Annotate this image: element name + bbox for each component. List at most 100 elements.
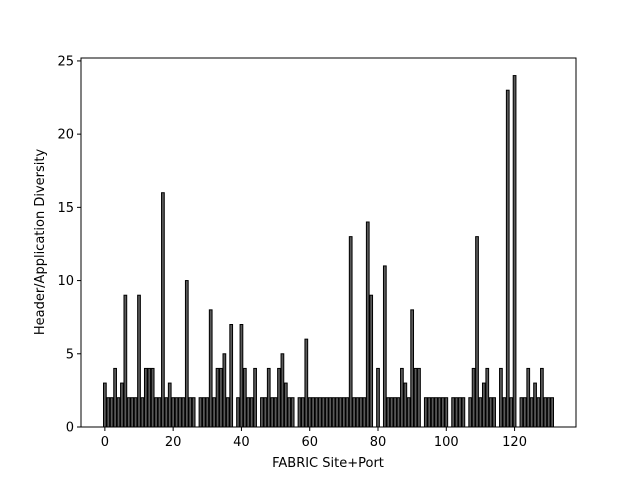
bar bbox=[171, 397, 176, 428]
bar bbox=[550, 397, 555, 428]
bar bbox=[512, 75, 517, 428]
y-tick-label: 5 bbox=[66, 347, 74, 362]
bar bbox=[174, 397, 179, 428]
bar bbox=[280, 353, 285, 428]
bar bbox=[338, 397, 343, 428]
bar bbox=[304, 338, 309, 428]
bar bbox=[219, 367, 223, 428]
bar bbox=[178, 397, 182, 428]
bar bbox=[301, 397, 305, 428]
bar bbox=[318, 397, 322, 428]
bar bbox=[352, 397, 356, 428]
bar bbox=[307, 397, 312, 428]
bar bbox=[362, 397, 367, 428]
bar bbox=[184, 280, 189, 428]
bar bbox=[522, 397, 527, 428]
bar bbox=[143, 367, 148, 428]
bar bbox=[321, 397, 326, 428]
bar bbox=[208, 309, 213, 428]
bar bbox=[393, 397, 397, 428]
bar bbox=[382, 265, 387, 428]
bar bbox=[536, 397, 541, 428]
y-tick-label: 0 bbox=[66, 421, 74, 436]
bar bbox=[130, 397, 135, 428]
bar bbox=[444, 397, 449, 428]
bar bbox=[434, 397, 438, 428]
bar bbox=[147, 367, 152, 428]
bar bbox=[106, 397, 111, 428]
bar bbox=[263, 397, 268, 428]
bar bbox=[270, 397, 275, 428]
bar bbox=[181, 397, 186, 428]
bar bbox=[277, 367, 281, 428]
bar bbox=[253, 367, 257, 428]
bar bbox=[485, 367, 490, 428]
bar bbox=[369, 294, 374, 428]
x-tick-label: 40 bbox=[233, 435, 250, 450]
bar bbox=[314, 397, 319, 428]
bar bbox=[348, 236, 353, 428]
bar bbox=[164, 397, 169, 428]
y-tick-label: 20 bbox=[57, 128, 74, 143]
bar bbox=[461, 397, 466, 428]
bar bbox=[246, 397, 251, 428]
bar bbox=[167, 382, 172, 428]
bar bbox=[492, 397, 496, 428]
bar bbox=[188, 397, 193, 428]
bar bbox=[225, 397, 230, 428]
bar bbox=[133, 397, 138, 428]
bar bbox=[150, 367, 155, 428]
bar bbox=[365, 221, 370, 428]
bar bbox=[345, 397, 350, 428]
bar bbox=[488, 397, 493, 428]
bar bbox=[273, 397, 278, 428]
bar bbox=[140, 397, 145, 428]
bar bbox=[123, 294, 128, 428]
bar bbox=[423, 397, 428, 428]
bar bbox=[502, 397, 507, 428]
x-tick-label: 80 bbox=[370, 435, 387, 450]
bar bbox=[543, 397, 548, 428]
bar bbox=[481, 382, 486, 428]
bar bbox=[266, 367, 271, 428]
bar bbox=[437, 397, 442, 428]
bar bbox=[529, 397, 534, 428]
y-tick-label: 15 bbox=[57, 201, 74, 216]
x-tick-label: 20 bbox=[165, 435, 182, 450]
x-tick-label: 120 bbox=[502, 435, 527, 450]
bar bbox=[540, 367, 544, 428]
bar bbox=[546, 397, 551, 428]
bar bbox=[475, 236, 479, 428]
bar bbox=[386, 397, 391, 428]
bar bbox=[311, 397, 316, 428]
bar bbox=[328, 397, 333, 428]
bar bbox=[410, 309, 415, 428]
bar bbox=[229, 324, 234, 428]
bar bbox=[157, 397, 162, 428]
bar bbox=[137, 294, 141, 428]
bar bbox=[341, 397, 346, 428]
y-tick-label: 10 bbox=[57, 274, 74, 289]
bar bbox=[287, 397, 292, 428]
bar bbox=[116, 397, 121, 428]
bar bbox=[205, 397, 210, 428]
y-axis-label: Header/Application Diversity bbox=[33, 149, 48, 336]
bar bbox=[198, 397, 203, 428]
bar bbox=[376, 367, 380, 428]
bar bbox=[239, 324, 244, 428]
bar bbox=[154, 397, 158, 428]
bar bbox=[471, 367, 476, 428]
bar bbox=[113, 367, 117, 428]
bar bbox=[290, 397, 295, 428]
x-tick-label: 0 bbox=[101, 435, 109, 450]
bar bbox=[400, 367, 404, 428]
bar bbox=[335, 397, 339, 428]
bar bbox=[222, 353, 227, 428]
bar bbox=[161, 192, 165, 428]
bar bbox=[109, 397, 114, 428]
bar bbox=[451, 397, 455, 428]
bar bbox=[215, 367, 220, 428]
bar bbox=[396, 397, 401, 428]
